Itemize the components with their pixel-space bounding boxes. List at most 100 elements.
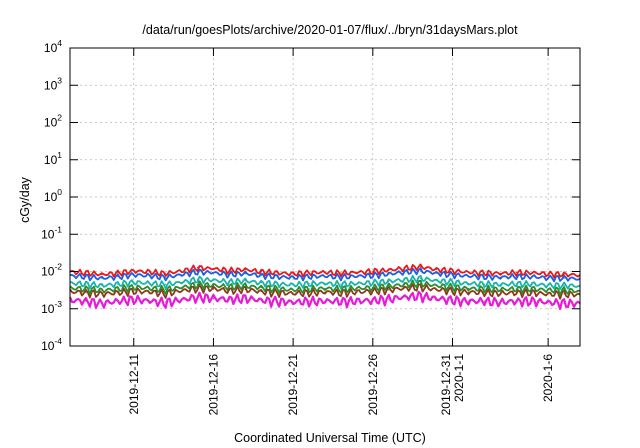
data-point [404, 267, 406, 269]
data-point [260, 274, 262, 276]
data-point [181, 281, 183, 283]
data-point [483, 300, 485, 302]
x-tick-label: 2019-12-16 [206, 354, 220, 416]
data-point [244, 288, 246, 290]
data-point [547, 284, 549, 286]
y-tick-base: 10 [41, 302, 55, 316]
data-point [117, 292, 119, 294]
data-point [324, 275, 326, 277]
data-point [356, 275, 358, 277]
x-tick-label: 2019-12-11 [127, 354, 141, 415]
data-point [340, 283, 342, 285]
data-point [515, 283, 517, 285]
data-point [260, 270, 262, 273]
data-point [85, 288, 87, 290]
y-tick-exponent: 3 [57, 75, 62, 85]
data-point [356, 287, 358, 290]
data-point [196, 266, 199, 269]
data-point [276, 272, 278, 274]
data-point [117, 272, 119, 274]
series-line [69, 274, 581, 290]
data-point [244, 280, 246, 282]
y-tick-exponent: -1 [54, 224, 62, 234]
data-point [308, 283, 310, 285]
series-line [68, 290, 581, 310]
data-point [467, 291, 469, 293]
y-tick-base: 10 [44, 190, 58, 204]
data-point [563, 293, 565, 295]
data-point [547, 273, 549, 275]
x-axis-label: Coordinated Universal Time (UTC) [234, 431, 426, 445]
data-point [149, 300, 151, 302]
y-tick-base: 10 [44, 116, 58, 130]
ticks: 10-410-310-210-11001011021031042019-12-1… [41, 38, 580, 415]
data-point [292, 289, 294, 291]
data-point [260, 282, 262, 284]
data-point [101, 284, 103, 287]
data-point [181, 287, 183, 289]
data-point [324, 282, 326, 284]
data-point [149, 282, 151, 284]
y-tick-base: 10 [44, 41, 58, 55]
x-tick-label: 2020-1-6 [541, 354, 555, 402]
y-tick-label: 102 [44, 113, 62, 130]
data-point [404, 271, 406, 273]
data-point [563, 273, 565, 276]
x-tick-label: 2019-12-21 [286, 354, 300, 416]
data-point [515, 271, 517, 274]
data-point [547, 293, 549, 295]
data-point [149, 275, 151, 277]
data-point [531, 276, 533, 278]
data-point [436, 297, 438, 299]
y-axis-label: cGy/day [18, 176, 32, 223]
data-point [244, 285, 246, 287]
data-point [515, 292, 517, 294]
data-point [451, 290, 454, 292]
data-point [85, 276, 87, 278]
y-tick-exponent: -4 [54, 336, 62, 346]
data-point [292, 292, 294, 294]
data-point [451, 299, 454, 301]
data-point [212, 297, 214, 299]
data-point [404, 278, 406, 281]
data-point [531, 292, 533, 294]
data-point [308, 300, 310, 302]
data-point [292, 273, 294, 275]
data-point [420, 286, 422, 288]
data-point [499, 288, 501, 290]
data-point [340, 272, 342, 274]
data-point [404, 283, 406, 285]
data-point [531, 283, 533, 285]
data-point [340, 300, 342, 302]
y-tick-base: 10 [44, 153, 58, 167]
y-tick-exponent: -2 [54, 262, 62, 272]
y-tick-exponent: 1 [57, 150, 62, 160]
y-tick-label: 10-2 [41, 262, 62, 279]
data-point [101, 293, 103, 295]
data-point [372, 281, 374, 283]
data-point [388, 289, 390, 291]
data-point [372, 270, 374, 272]
data-point [563, 289, 565, 291]
data-point [420, 270, 422, 272]
data-point [563, 284, 565, 287]
data-point [101, 277, 103, 279]
data-point [420, 295, 422, 297]
data-point [436, 268, 438, 270]
data-point [324, 300, 326, 302]
data-point [228, 273, 230, 275]
data-point [372, 274, 374, 276]
data-point [404, 287, 406, 289]
data-point [244, 269, 246, 271]
data-point [563, 277, 565, 279]
data-point [196, 296, 199, 298]
y-tick-label: 10-4 [41, 336, 62, 353]
data-point [276, 300, 278, 302]
x-tick-label: 2019-12-26 [366, 354, 380, 416]
y-tick-label: 100 [44, 187, 62, 204]
data-point [531, 272, 533, 274]
data-point [356, 300, 358, 302]
y-tick-exponent: 0 [57, 187, 62, 197]
data-point [101, 302, 103, 304]
